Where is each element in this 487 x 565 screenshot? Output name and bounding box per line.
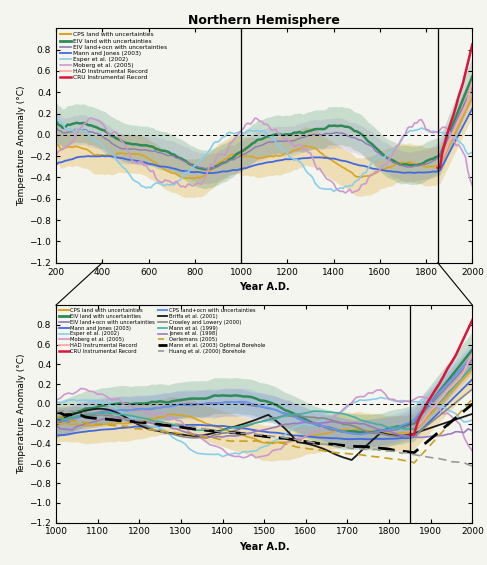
X-axis label: Year A.D.: Year A.D. <box>239 282 289 292</box>
Legend: CPS land with uncertainties, EIV land with uncertainties, EIV land+ocn with unce: CPS land with uncertainties, EIV land wi… <box>59 31 168 81</box>
Y-axis label: Temperature Anomaly (°C): Temperature Anomaly (°C) <box>18 85 26 206</box>
Legend: CPS land with uncertainties, EIV land with uncertainties, EIV land+ocn with unce: CPS land with uncertainties, EIV land wi… <box>58 308 266 354</box>
Title: Northern Hemisphere: Northern Hemisphere <box>188 14 340 27</box>
X-axis label: Year A.D.: Year A.D. <box>239 542 289 552</box>
Y-axis label: Temperature Anomaly (°C): Temperature Anomaly (°C) <box>18 354 26 474</box>
